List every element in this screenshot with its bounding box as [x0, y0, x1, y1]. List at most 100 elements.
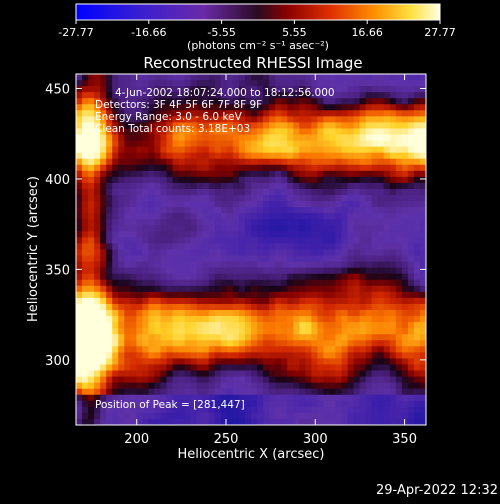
- heatmap-cell: [142, 213, 150, 220]
- heatmap-cell: [311, 340, 318, 347]
- heatmap-cell: [299, 92, 306, 99]
- heatmap-cell: [82, 92, 89, 99]
- heatmap-cell: [359, 261, 367, 269]
- heatmap-cell: [293, 116, 300, 124]
- heatmap-cell: [293, 140, 300, 148]
- heatmap-cell: [335, 406, 343, 414]
- heatmap-cell: [389, 255, 397, 263]
- heatmap-cell: [311, 346, 318, 353]
- heatmap-cell: [244, 122, 252, 130]
- heatmap-cell: [220, 225, 228, 232]
- heatmap-cell: [305, 164, 312, 172]
- heatmap-cell: [88, 128, 95, 136]
- heatmap-cell: [244, 80, 252, 87]
- heatmap-cell: [407, 316, 415, 323]
- heatmap-cell: [112, 122, 119, 130]
- heatmap-cell: [76, 146, 83, 154]
- heatmap-cell: [190, 122, 198, 130]
- heatmap-cell: [124, 364, 131, 372]
- heatmap-cell: [299, 219, 306, 226]
- heatmap-cell: [275, 104, 282, 111]
- heatmap-cell: [232, 176, 240, 184]
- heatmap-cell: [118, 358, 125, 366]
- heatmap-cell: [299, 285, 306, 293]
- heatmap-cell: [190, 134, 198, 142]
- heatmap-cell: [389, 249, 397, 257]
- heatmap-cell: [76, 334, 83, 341]
- heatmap-cell: [184, 110, 192, 117]
- heatmap-cell: [395, 364, 403, 372]
- heatmap-cell: [184, 116, 192, 124]
- heatmap-cell: [160, 158, 168, 166]
- heatmap-cell: [244, 219, 252, 226]
- heatmap-cell: [166, 273, 174, 281]
- heatmap-cell: [196, 382, 204, 390]
- heatmap-cell: [419, 188, 426, 196]
- heatmap-cell: [275, 406, 282, 414]
- heatmap-cell: [413, 164, 421, 172]
- heatmap-cell: [305, 394, 312, 402]
- heatmap-cell: [347, 219, 355, 226]
- heatmap-cell: [172, 98, 180, 105]
- heatmap-cell: [275, 382, 282, 390]
- heatmap-cell: [287, 152, 294, 160]
- heatmap-cell: [323, 279, 331, 287]
- heatmap-cell: [118, 322, 125, 329]
- heatmap-cell: [329, 364, 337, 372]
- heatmap-cell: [269, 158, 276, 166]
- heatmap-cell: [208, 201, 216, 208]
- heatmap-cell: [160, 92, 168, 99]
- heatmap-cell: [251, 394, 258, 402]
- heatmap-cell: [88, 116, 95, 124]
- heatmap-cell: [413, 322, 421, 329]
- heatmap-cell: [401, 412, 409, 420]
- heatmap-cell: [190, 86, 198, 93]
- heatmap-cell: [130, 346, 137, 353]
- heatmap-cell: [305, 122, 312, 130]
- heatmap-cell: [82, 412, 89, 420]
- heatmap-cell: [269, 267, 276, 275]
- heatmap-cell: [251, 237, 258, 245]
- heatmap-cell: [305, 412, 312, 420]
- heatmap-cell: [88, 243, 95, 251]
- heatmap-cell: [251, 98, 258, 105]
- heatmap-cell: [88, 322, 95, 329]
- heatmap-cell: [118, 249, 125, 257]
- heatmap-cell: [238, 358, 246, 366]
- heatmap-cell: [106, 285, 113, 293]
- heatmap-cell: [251, 74, 258, 81]
- heatmap-cell: [124, 116, 131, 124]
- heatmap-cell: [371, 340, 379, 347]
- heatmap-cell: [317, 176, 325, 184]
- heatmap-cell: [323, 128, 331, 136]
- heatmap-cell: [311, 219, 318, 226]
- heatmap-cell: [389, 352, 397, 360]
- heatmap-cell: [353, 134, 361, 142]
- heatmap-cell: [196, 170, 204, 178]
- heatmap-cell: [305, 382, 312, 390]
- heatmap-cell: [275, 134, 282, 142]
- heatmap-cell: [148, 255, 156, 263]
- heatmap-cell: [305, 219, 312, 226]
- heatmap-cell: [299, 370, 306, 378]
- heatmap-cell: [238, 213, 246, 220]
- heatmap-cell: [377, 400, 385, 408]
- heatmap-cell: [220, 400, 228, 408]
- heatmap-cell: [401, 104, 409, 111]
- heatmap-cell: [178, 237, 186, 245]
- heatmap-cell: [281, 418, 288, 425]
- heatmap-cell: [383, 310, 391, 317]
- heatmap-cell: [184, 310, 192, 317]
- heatmap-cell: [100, 297, 107, 305]
- heatmap-cell: [269, 412, 276, 420]
- heatmap-cell: [305, 291, 312, 299]
- heatmap-cell: [166, 291, 174, 299]
- heatmap-cell: [359, 122, 367, 130]
- heatmap-cell: [257, 352, 264, 360]
- heatmap-cell: [196, 328, 204, 335]
- heatmap-cell: [311, 352, 318, 360]
- heatmap-cell: [208, 182, 216, 190]
- heatmap-cell: [166, 382, 174, 390]
- heatmap-cell: [299, 225, 306, 232]
- heatmap-cell: [401, 122, 409, 130]
